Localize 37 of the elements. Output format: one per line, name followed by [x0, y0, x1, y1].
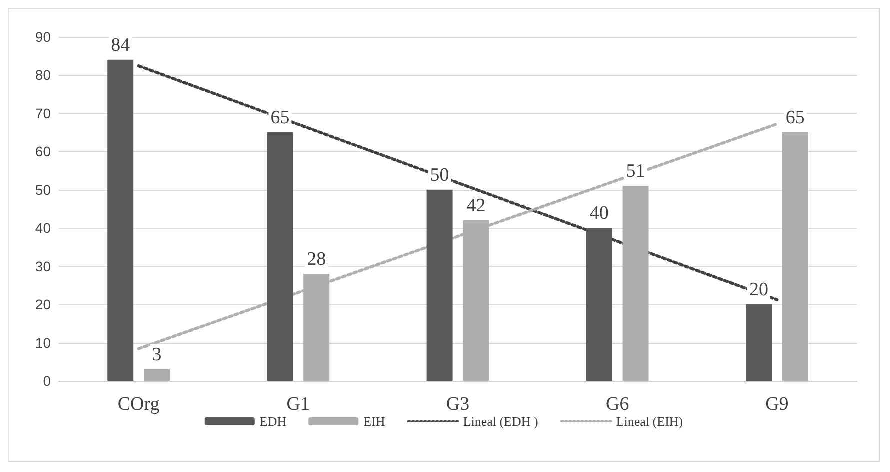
legend-label: EDH: [260, 414, 287, 429]
x-tick-label: G1: [286, 394, 310, 415]
y-tick-label: 70: [35, 105, 52, 122]
y-tick-label: 80: [35, 67, 52, 84]
data-label: 65: [270, 108, 290, 129]
bar: [622, 186, 649, 381]
y-tick-label: 90: [35, 29, 52, 45]
bar: [144, 370, 170, 381]
y-tick-label: 40: [35, 220, 52, 236]
data-label: 3: [152, 344, 162, 366]
data-label: 51: [626, 161, 646, 182]
legend-label: Lineal (EIH): [616, 414, 684, 429]
y-tick-label: 60: [35, 144, 52, 160]
data-label: 50: [430, 164, 450, 186]
data-label: 84: [111, 34, 131, 56]
data-label: 42: [466, 195, 486, 216]
x-tick-label: G3: [446, 394, 470, 415]
y-tick-label: 30: [35, 258, 52, 274]
x-tick-label: G9: [766, 394, 789, 415]
data-label: 20: [750, 280, 768, 301]
data-label: 65: [786, 108, 805, 129]
legend-label: EIH: [364, 414, 386, 429]
bar: [782, 132, 808, 381]
x-tick-label: COrg: [118, 394, 160, 415]
y-tick-label: 10: [35, 334, 52, 351]
data-label: 28: [307, 248, 326, 270]
y-tick-label: 20: [35, 296, 52, 313]
data-label: 40: [590, 203, 609, 224]
bar: [267, 132, 294, 381]
bar: [586, 228, 612, 381]
bar: [108, 60, 134, 381]
bar: [746, 304, 772, 381]
y-tick-label: 0: [43, 373, 52, 389]
y-tick-label: 50: [35, 182, 52, 198]
bar: [426, 190, 453, 381]
legend-label: Lineal (EDH ): [463, 414, 538, 429]
x-tick-label: G6: [606, 394, 630, 415]
